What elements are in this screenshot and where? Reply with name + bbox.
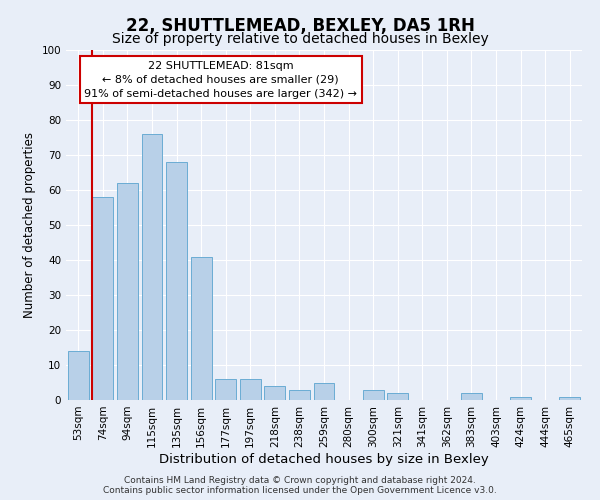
Bar — [362, 390, 383, 400]
Bar — [142, 134, 163, 400]
Bar — [117, 183, 138, 400]
Bar — [68, 351, 89, 400]
Bar — [510, 396, 531, 400]
Bar — [240, 379, 261, 400]
Bar — [265, 386, 286, 400]
Y-axis label: Number of detached properties: Number of detached properties — [23, 132, 36, 318]
Text: Contains HM Land Registry data © Crown copyright and database right 2024.
Contai: Contains HM Land Registry data © Crown c… — [103, 476, 497, 495]
Bar — [289, 390, 310, 400]
Bar — [314, 382, 334, 400]
Bar — [215, 379, 236, 400]
Text: Size of property relative to detached houses in Bexley: Size of property relative to detached ho… — [112, 32, 488, 46]
Bar — [387, 393, 408, 400]
Bar — [92, 197, 113, 400]
Text: 22, SHUTTLEMEAD, BEXLEY, DA5 1RH: 22, SHUTTLEMEAD, BEXLEY, DA5 1RH — [125, 18, 475, 36]
Bar — [461, 393, 482, 400]
X-axis label: Distribution of detached houses by size in Bexley: Distribution of detached houses by size … — [159, 452, 489, 466]
Bar — [166, 162, 187, 400]
Bar — [191, 256, 212, 400]
Text: 22 SHUTTLEMEAD: 81sqm
← 8% of detached houses are smaller (29)
91% of semi-detac: 22 SHUTTLEMEAD: 81sqm ← 8% of detached h… — [84, 60, 357, 98]
Bar — [559, 396, 580, 400]
